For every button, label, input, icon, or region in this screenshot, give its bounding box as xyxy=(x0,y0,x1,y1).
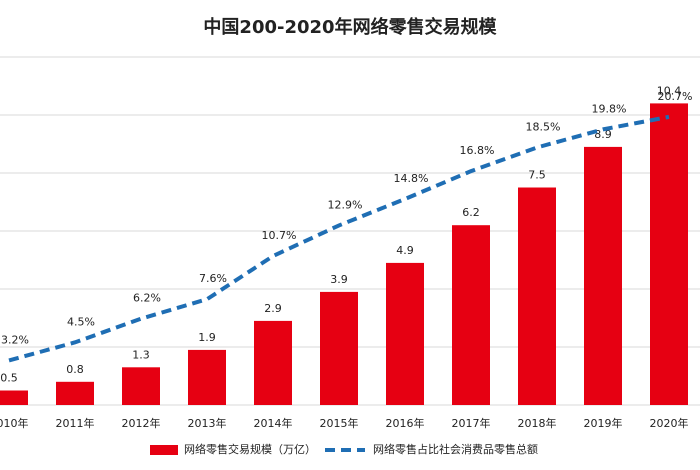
bar-value-label: 3.9 xyxy=(330,273,348,286)
line xyxy=(8,114,670,363)
chart-title: 中国200-2020年网络零售交易规模 xyxy=(203,16,497,38)
bar-value-label: 7.5 xyxy=(528,169,546,182)
line-value-label: 14.8% xyxy=(394,172,429,185)
legend-swatch xyxy=(150,445,178,455)
x-tick-label: 2020年 xyxy=(650,416,689,430)
bar-value-label: 0.8 xyxy=(66,363,84,376)
x-tick-label: 2016年 xyxy=(386,416,425,430)
line-value-label: 18.5% xyxy=(526,120,561,133)
line-value-label: 20.7% xyxy=(658,90,693,103)
x-tick-label: 2015年 xyxy=(320,416,359,430)
bar xyxy=(0,390,28,405)
x-tick-label: 2012年 xyxy=(122,416,161,430)
x-tick-label: 2017年 xyxy=(452,416,491,430)
x-tick-label: 2019年 xyxy=(584,416,623,430)
line-value-label: 10.7% xyxy=(262,229,297,242)
bar xyxy=(56,381,94,405)
bar-value-label: 6.2 xyxy=(462,206,480,219)
bar xyxy=(320,291,358,405)
bar-value-label: 2.9 xyxy=(264,302,282,315)
line-value-label: 3.2% xyxy=(1,333,29,346)
line-value-label: 6.2% xyxy=(133,292,161,305)
bar-value-label: 4.9 xyxy=(396,244,414,257)
line-value-label: 12.9% xyxy=(328,198,363,211)
bar xyxy=(386,262,424,405)
x-tick-label: 2010年 xyxy=(0,416,29,430)
bar xyxy=(122,367,160,405)
line-value-label: 16.8% xyxy=(460,144,495,157)
line-value-label: 7.6% xyxy=(199,272,227,285)
legend-label: 网络零售交易规模（万亿） xyxy=(184,442,316,456)
bar xyxy=(584,146,622,405)
bar-value-label: 1.9 xyxy=(198,331,216,344)
bar-value-label: 0.5 xyxy=(0,372,18,385)
bar xyxy=(188,349,226,405)
line-value-label: 4.5% xyxy=(67,315,95,328)
x-tick-label: 2011年 xyxy=(56,416,95,430)
bar xyxy=(452,225,490,405)
bar-value-label: 10.4 xyxy=(657,84,682,97)
bar-value-label: 8.9 xyxy=(594,128,612,141)
bar xyxy=(518,187,556,405)
bar xyxy=(254,320,292,405)
line-value-label: 19.8% xyxy=(592,102,627,115)
x-tick-label: 2014年 xyxy=(254,416,293,430)
legend-label: 网络零售占比社会消费品零售总额 xyxy=(373,442,538,456)
x-tick-label: 2018年 xyxy=(518,416,557,430)
bar-value-label: 1.3 xyxy=(132,348,150,361)
x-tick-label: 2013年 xyxy=(188,416,227,430)
bar xyxy=(650,103,688,406)
